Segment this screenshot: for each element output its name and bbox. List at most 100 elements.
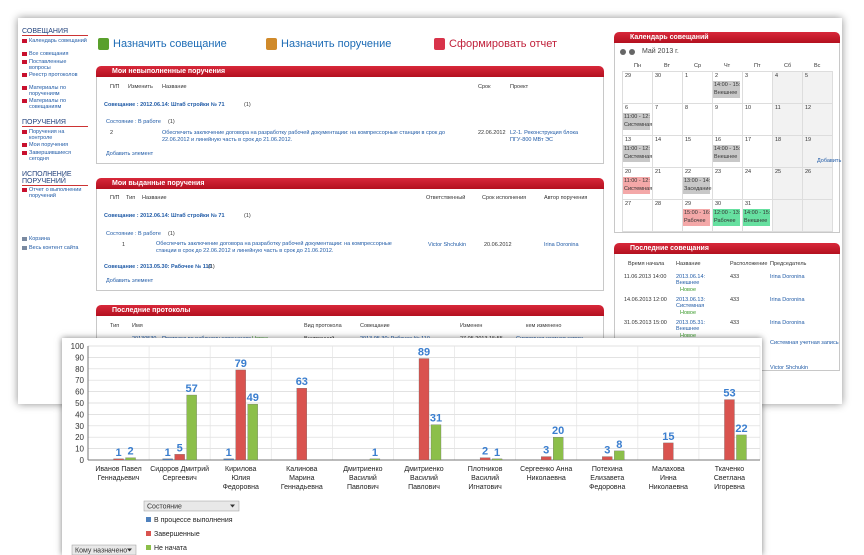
y-tick-label: 50 (75, 399, 84, 408)
prev-button[interactable] (620, 49, 626, 55)
nav-link[interactable]: Календарь совещаний (29, 38, 87, 44)
legend-swatch (146, 531, 151, 536)
meeting-link[interactable]: 2013.05.31: Внешнее (676, 320, 706, 332)
nav-icon (22, 99, 27, 103)
column-header: Срок (478, 84, 491, 90)
dropdown[interactable] (143, 500, 240, 512)
nav-link[interactable]: Весь контент сайта (29, 245, 79, 251)
bar (553, 437, 564, 461)
event-name: Системная (624, 122, 653, 128)
location: 433 (730, 297, 740, 303)
event[interactable]: 13:00 - 14: Заседание (683, 177, 712, 194)
day-cell: 25 (772, 167, 803, 200)
add-item[interactable]: Добавить элемент (106, 151, 154, 157)
group-header[interactable]: Совещание : 2013.05.30: Рабочее № 110 (104, 264, 212, 270)
day-number: 14 (655, 137, 662, 143)
subgroup-header[interactable]: Состояние : В работе (106, 119, 161, 125)
nav-icon (22, 52, 27, 56)
day-cell (772, 199, 803, 232)
day-number: 8 (685, 105, 689, 111)
nav-icon (22, 73, 27, 77)
dropdown[interactable] (71, 544, 137, 555)
meeting-link[interactable]: 2013.06.14: Внешнее (676, 274, 706, 286)
day-number: 7 (655, 105, 659, 111)
nav-icon (22, 130, 27, 134)
nav-link[interactable]: Реестр протоколов (29, 72, 78, 78)
event-name: Внешнее (744, 218, 768, 224)
add-link[interactable]: Добавить (817, 158, 842, 164)
dropdown-label: Кому назначено (75, 548, 127, 555)
row-number: 1 (122, 242, 126, 248)
add-item[interactable]: Добавить элемент (106, 278, 154, 284)
x-tick-label: Потехина Елизавета Федоровна (589, 466, 625, 491)
day-cell: 15 (682, 135, 713, 168)
nav-icon (22, 39, 27, 43)
nav-icon (22, 237, 27, 241)
task-link[interactable]: Обеспечить заключение договора на разраб… (162, 130, 446, 143)
nav-link[interactable]: Отчет о выполнении поручений (29, 187, 82, 199)
nav-link[interactable]: Завершившиеся сегодня (29, 150, 72, 162)
day-cell: 19 (802, 135, 833, 168)
toolbar-button[interactable]: Назначить совещание (113, 38, 227, 50)
nav-heading: ИСПОЛНЕНИЕ ПОРУЧЕНИЙ (22, 171, 88, 186)
group-header[interactable]: Совещание : 2012.06.14: Штаб стройки № 7… (104, 213, 225, 219)
value-label: 49 (247, 392, 259, 404)
event[interactable]: 14:00 - 15: Внешнее (713, 145, 740, 162)
value-label: 2 (482, 446, 488, 458)
nav-link[interactable]: Поставленные вопросы (29, 59, 67, 71)
subgroup-count: (1) (168, 119, 175, 125)
bar (235, 369, 246, 461)
panel-title: Мои невыполненные поручения (96, 66, 604, 77)
nav-heading: ПОРУЧЕНИЯ (22, 119, 88, 127)
day-cell: 10 (742, 103, 773, 136)
day-cell: 1 (682, 71, 713, 104)
toolbar-button[interactable]: Назначить поручение (281, 38, 392, 50)
nav-link[interactable]: Материалы по поручениям (29, 85, 67, 97)
day-cell: 3 (742, 71, 773, 104)
group-header[interactable]: Совещание : 2012.06.14: Штаб стройки № 7… (104, 102, 225, 108)
bar (430, 424, 442, 461)
nav-link[interactable]: Мои поручения (29, 142, 69, 148)
event[interactable]: 14:00 - 15: Внешнее (743, 209, 770, 226)
project-link[interactable]: L2-1. Реконструкция блока ПГУ-800 МВт ЭС (510, 130, 579, 143)
event[interactable]: 14:00 - 15: Внешнее (713, 81, 740, 98)
day-number: 31 (745, 201, 752, 207)
meeting-link[interactable]: 2013.06.13: Системная (676, 297, 706, 309)
event[interactable]: 15:00 - 16: Рабочее (683, 209, 710, 226)
chair[interactable]: Victor Shchukin (770, 365, 809, 371)
nav-link[interactable]: Корзина (29, 236, 50, 242)
task-link[interactable]: Обеспечить заключение договора на разраб… (156, 241, 392, 254)
author[interactable]: Irina Doronina (544, 242, 579, 248)
location: 433 (730, 274, 740, 280)
event[interactable]: 11:00 - 12: Системная (623, 177, 652, 194)
toolbar-icon (98, 38, 109, 50)
event[interactable]: 11:00 - 12: Системная (623, 145, 652, 162)
subgroup-header[interactable]: Состояние : В работе (106, 231, 161, 237)
event[interactable]: 12:00 - 13: Рабочее (713, 209, 740, 226)
panel-title: Мои выданные поручения (96, 178, 604, 189)
event[interactable]: 11:00 - 12: Системная (623, 113, 653, 130)
column-header: П/П (110, 84, 120, 90)
nav-link[interactable]: Поручения на контроле (29, 129, 65, 141)
nav-heading: СОВЕЩАНИЯ (22, 28, 88, 36)
value-label: 20 (552, 425, 564, 437)
assignee[interactable]: Victor Shchukin (428, 242, 467, 248)
day-cell: 29 (622, 71, 653, 104)
day-cell (802, 199, 833, 232)
bar (541, 456, 552, 461)
group-count: (1) (208, 264, 215, 270)
day-cell: 14 (652, 135, 683, 168)
day-number: 3 (745, 73, 749, 79)
chair[interactable]: Irina Doronina (770, 320, 805, 326)
start-time: 31.05.2013 15:00 (624, 320, 667, 326)
next-button[interactable] (629, 49, 635, 55)
chair[interactable]: Системная учетная запись (770, 340, 839, 346)
day-cell: 5 (802, 71, 833, 104)
nav-link[interactable]: Все совещания (29, 51, 69, 57)
x-tick-label: Плотников Василий Игнатович (468, 466, 503, 491)
toolbar-button[interactable]: Сформировать отчет (449, 38, 558, 50)
day-cell: 18 (772, 135, 803, 168)
nav-link[interactable]: Материалы по совещаниям (29, 98, 67, 110)
chair[interactable]: Irina Doronina (770, 297, 805, 303)
chair[interactable]: Irina Doronina (770, 274, 805, 280)
